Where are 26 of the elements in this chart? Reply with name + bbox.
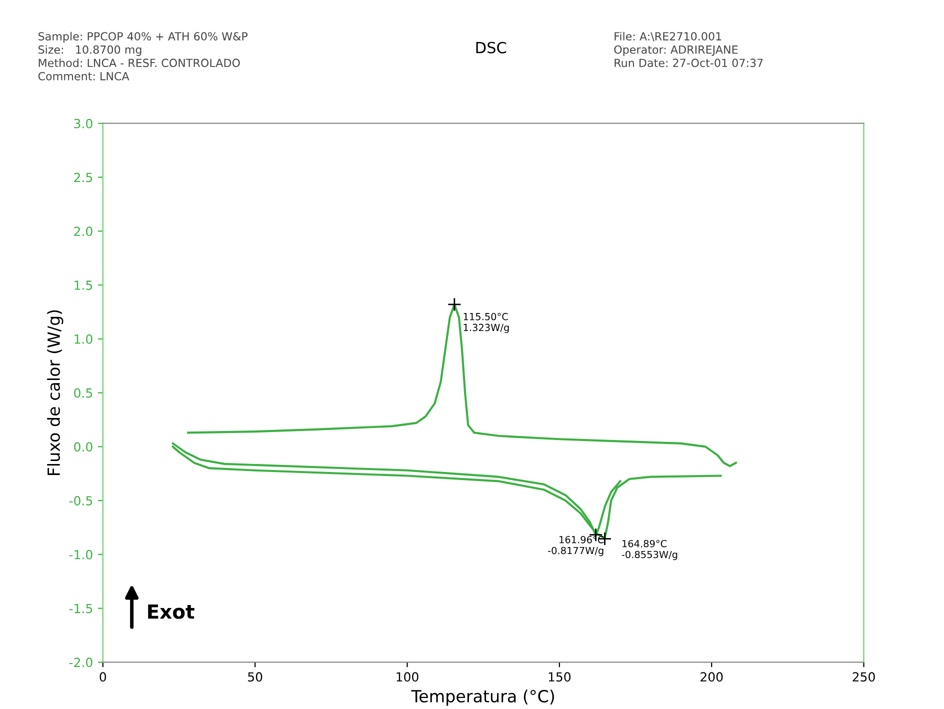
x-tick-label: 250	[852, 672, 875, 682]
x-tick-label: 50	[248, 672, 262, 682]
chart-title: DSC	[476, 42, 506, 54]
y-tick-label: -0.5	[69, 496, 92, 506]
y-tick-label: -2.0	[69, 658, 92, 668]
y-tick-label: 2.5	[74, 172, 92, 182]
y-tick-label: 3.0	[74, 118, 92, 128]
text: Sample: PPCOP 40% + ATH 60% W&P Size: 10.8700 mg Method: LNCA - RESF. CONTROLADO Comment: LNCA	[38, 32, 248, 80]
y-tick-label: -1.5	[69, 604, 92, 614]
y-tick-label: 0.0	[74, 442, 92, 452]
y-tick-label: 1.0	[74, 334, 92, 344]
y-axis-title: Fluxo de calor (W/g)	[47, 310, 64, 476]
annotation: 164.89°C -0.8553W/g	[622, 540, 678, 560]
x-tick-label: 150	[548, 672, 571, 682]
x-axis-title: Temperatura (°C)	[411, 690, 554, 706]
y-tick-label: -1.0	[69, 550, 92, 560]
x-tick-label: 100	[396, 672, 418, 682]
annotation: Exot	[148, 604, 194, 619]
text: File: A:\RE2710.001 Operator: ADRIREJANE Run Date: 27-Oct-01 07:37	[614, 32, 763, 68]
annotation: 115.50°C 1.323W/g	[464, 312, 509, 334]
x-tick-label: 200	[700, 672, 723, 682]
annotation: 161.96°C -0.8177W/g	[548, 536, 604, 556]
y-tick-label: 2.0	[74, 226, 92, 236]
x-tick-label: 0	[100, 672, 106, 682]
y-tick-label: 1.5	[74, 280, 92, 290]
y-tick-label: 0.5	[74, 388, 92, 398]
